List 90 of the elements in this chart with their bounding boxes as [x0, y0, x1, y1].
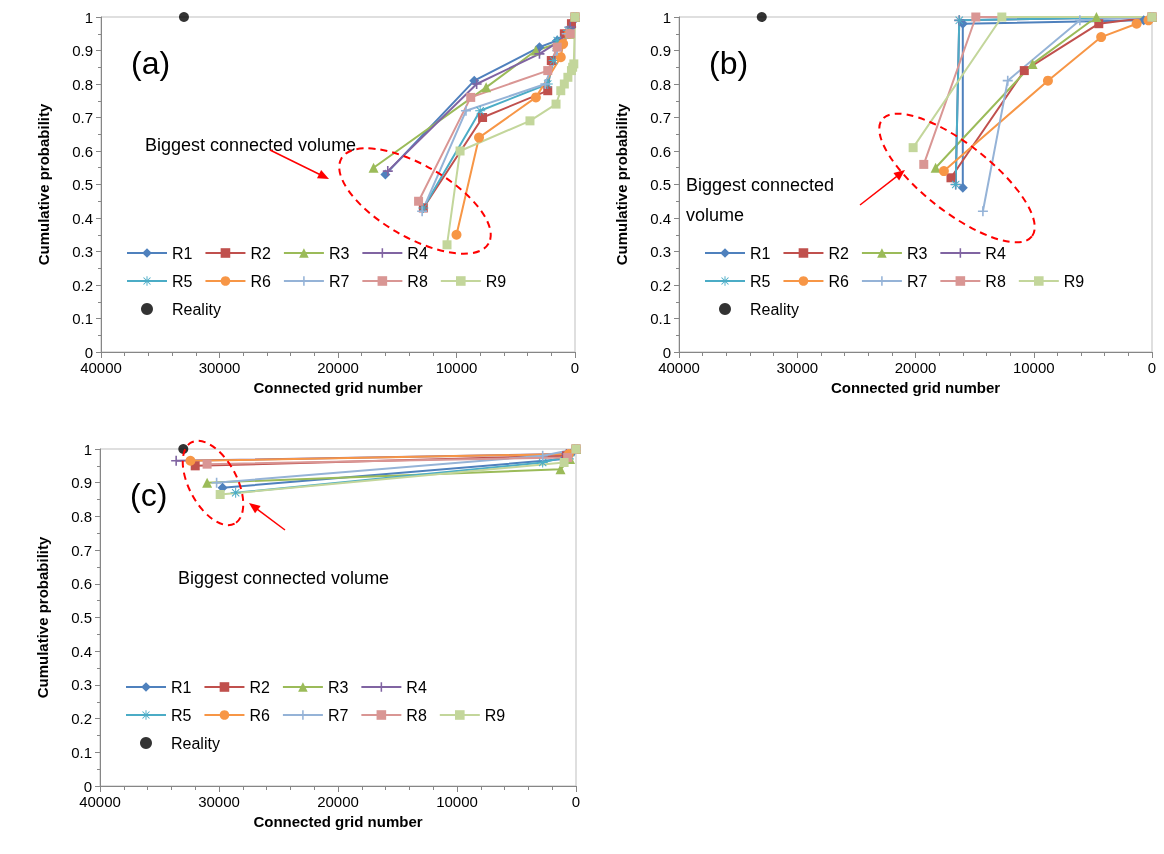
legend-label: R5 [171, 706, 192, 724]
y-tick-label: 1 [83, 440, 92, 458]
y-tick-label: 0.3 [71, 676, 92, 694]
legend-label: R4 [406, 678, 427, 696]
y-tick-label: 0.4 [72, 209, 93, 227]
y-tick-label: 0.2 [72, 276, 93, 294]
y-tick-label: 0.6 [72, 142, 93, 160]
y-tick-label: 0.9 [72, 42, 93, 59]
y-tick-label: 0.5 [72, 176, 93, 193]
x-tick-label: 10000 [435, 359, 478, 376]
y-tick-label: 0.1 [72, 310, 93, 327]
y-tick-label: 0.5 [650, 176, 671, 193]
x-tick-label: 20000 [317, 359, 359, 376]
legend-label: R5 [172, 272, 193, 290]
y-axis-title: Cumulative probability [35, 103, 52, 266]
legend-label: R7 [328, 272, 350, 290]
legend-label: R1 [750, 244, 771, 262]
y-tick-label: 0.9 [650, 42, 671, 59]
x-tick-label: 0 [571, 793, 581, 810]
legend-label: R1 [171, 678, 192, 696]
y-tick-label: 0.8 [650, 75, 671, 93]
y-tick-label: 0.1 [71, 743, 92, 761]
legend-label: R4 [985, 244, 1006, 262]
y-tick-label: 0 [83, 777, 92, 795]
x-tick-label: 30000 [198, 793, 240, 810]
text: (c) [130, 477, 168, 513]
y-tick-label: 0.6 [650, 142, 671, 160]
y-tick-label: 0.3 [72, 243, 93, 260]
legend-label: Reality [750, 300, 799, 318]
y-tick-label: 1 [84, 8, 93, 26]
legend-label: R7 [906, 272, 928, 290]
x-tick-label: 30000 [198, 359, 241, 376]
x-tick-label: 20000 [894, 359, 937, 376]
legend-label: R3 [328, 244, 350, 262]
y-tick-label: 0 [84, 343, 93, 361]
legend-label: R7 [327, 706, 349, 724]
y-tick-label: 0.7 [71, 541, 92, 559]
x-axis-title: Connected grid number [253, 813, 423, 830]
legend-label: R8 [406, 706, 427, 724]
y-tick-label: 0.6 [71, 575, 92, 593]
y-tick-label: 1 [662, 8, 671, 26]
legend-label: R1 [172, 244, 193, 262]
legend-label: R9 [485, 272, 507, 290]
x-axis-title: Connected grid number [253, 379, 423, 396]
y-tick-label: 0.8 [72, 75, 93, 93]
legend-label: R9 [1063, 272, 1085, 290]
x-axis-title: Connected grid number [830, 379, 1001, 396]
legend-label: R6 [828, 272, 850, 290]
legend-label: Reality [171, 734, 220, 752]
x-tick-label: 30000 [776, 359, 819, 376]
y-tick-label: 0.7 [72, 109, 93, 126]
y-tick-label: 0.4 [650, 209, 671, 227]
y-tick-label: 0.9 [71, 474, 92, 492]
x-tick-label: 10000 [436, 793, 478, 810]
legend-label: R3 [906, 244, 928, 262]
y-tick-label: 0.5 [71, 609, 92, 626]
annotation: Biggest connected volume [145, 135, 357, 155]
x-tick-label: 40000 [80, 359, 122, 376]
x-tick-label: 0 [570, 359, 580, 376]
legend-label: R8 [985, 272, 1006, 290]
legend-label: R2 [249, 678, 271, 696]
legend-label: R3 [327, 678, 349, 696]
legend-label: R5 [750, 272, 771, 290]
annotation: Biggest connected volume [686, 175, 840, 225]
annotation: Biggest connected volume [178, 568, 390, 588]
legend-label: R6 [249, 706, 271, 724]
legend-label: R8 [407, 272, 428, 290]
y-tick-label: 0 [662, 343, 671, 361]
y-tick-label: 0.4 [71, 642, 92, 660]
x-tick-label: 40000 [79, 793, 121, 810]
x-tick-label: 20000 [317, 793, 359, 810]
y-tick-label: 0.1 [650, 310, 671, 327]
legend-label: R2 [250, 244, 272, 262]
y-tick-label: 0.7 [650, 109, 671, 126]
legend-label: Reality [172, 300, 221, 318]
legend-label: R6 [250, 272, 272, 290]
y-tick-label: 0.3 [650, 243, 671, 260]
y-axis-title: Cumulative probability [34, 536, 51, 699]
legend-label: R4 [407, 244, 428, 262]
y-axis-title: Cumulative probability [613, 103, 630, 266]
x-tick-label: 40000 [658, 359, 700, 376]
y-tick-label: 0.2 [71, 710, 92, 728]
y-tick-label: 0.2 [650, 276, 671, 294]
x-tick-label: 10000 [1012, 359, 1055, 376]
x-tick-label: 0 [1147, 359, 1157, 376]
text: (b) [709, 45, 749, 81]
text: (a) [131, 45, 171, 81]
legend-label: R9 [484, 706, 506, 724]
legend-label: R2 [828, 244, 850, 262]
y-tick-label: 0.8 [71, 507, 92, 525]
